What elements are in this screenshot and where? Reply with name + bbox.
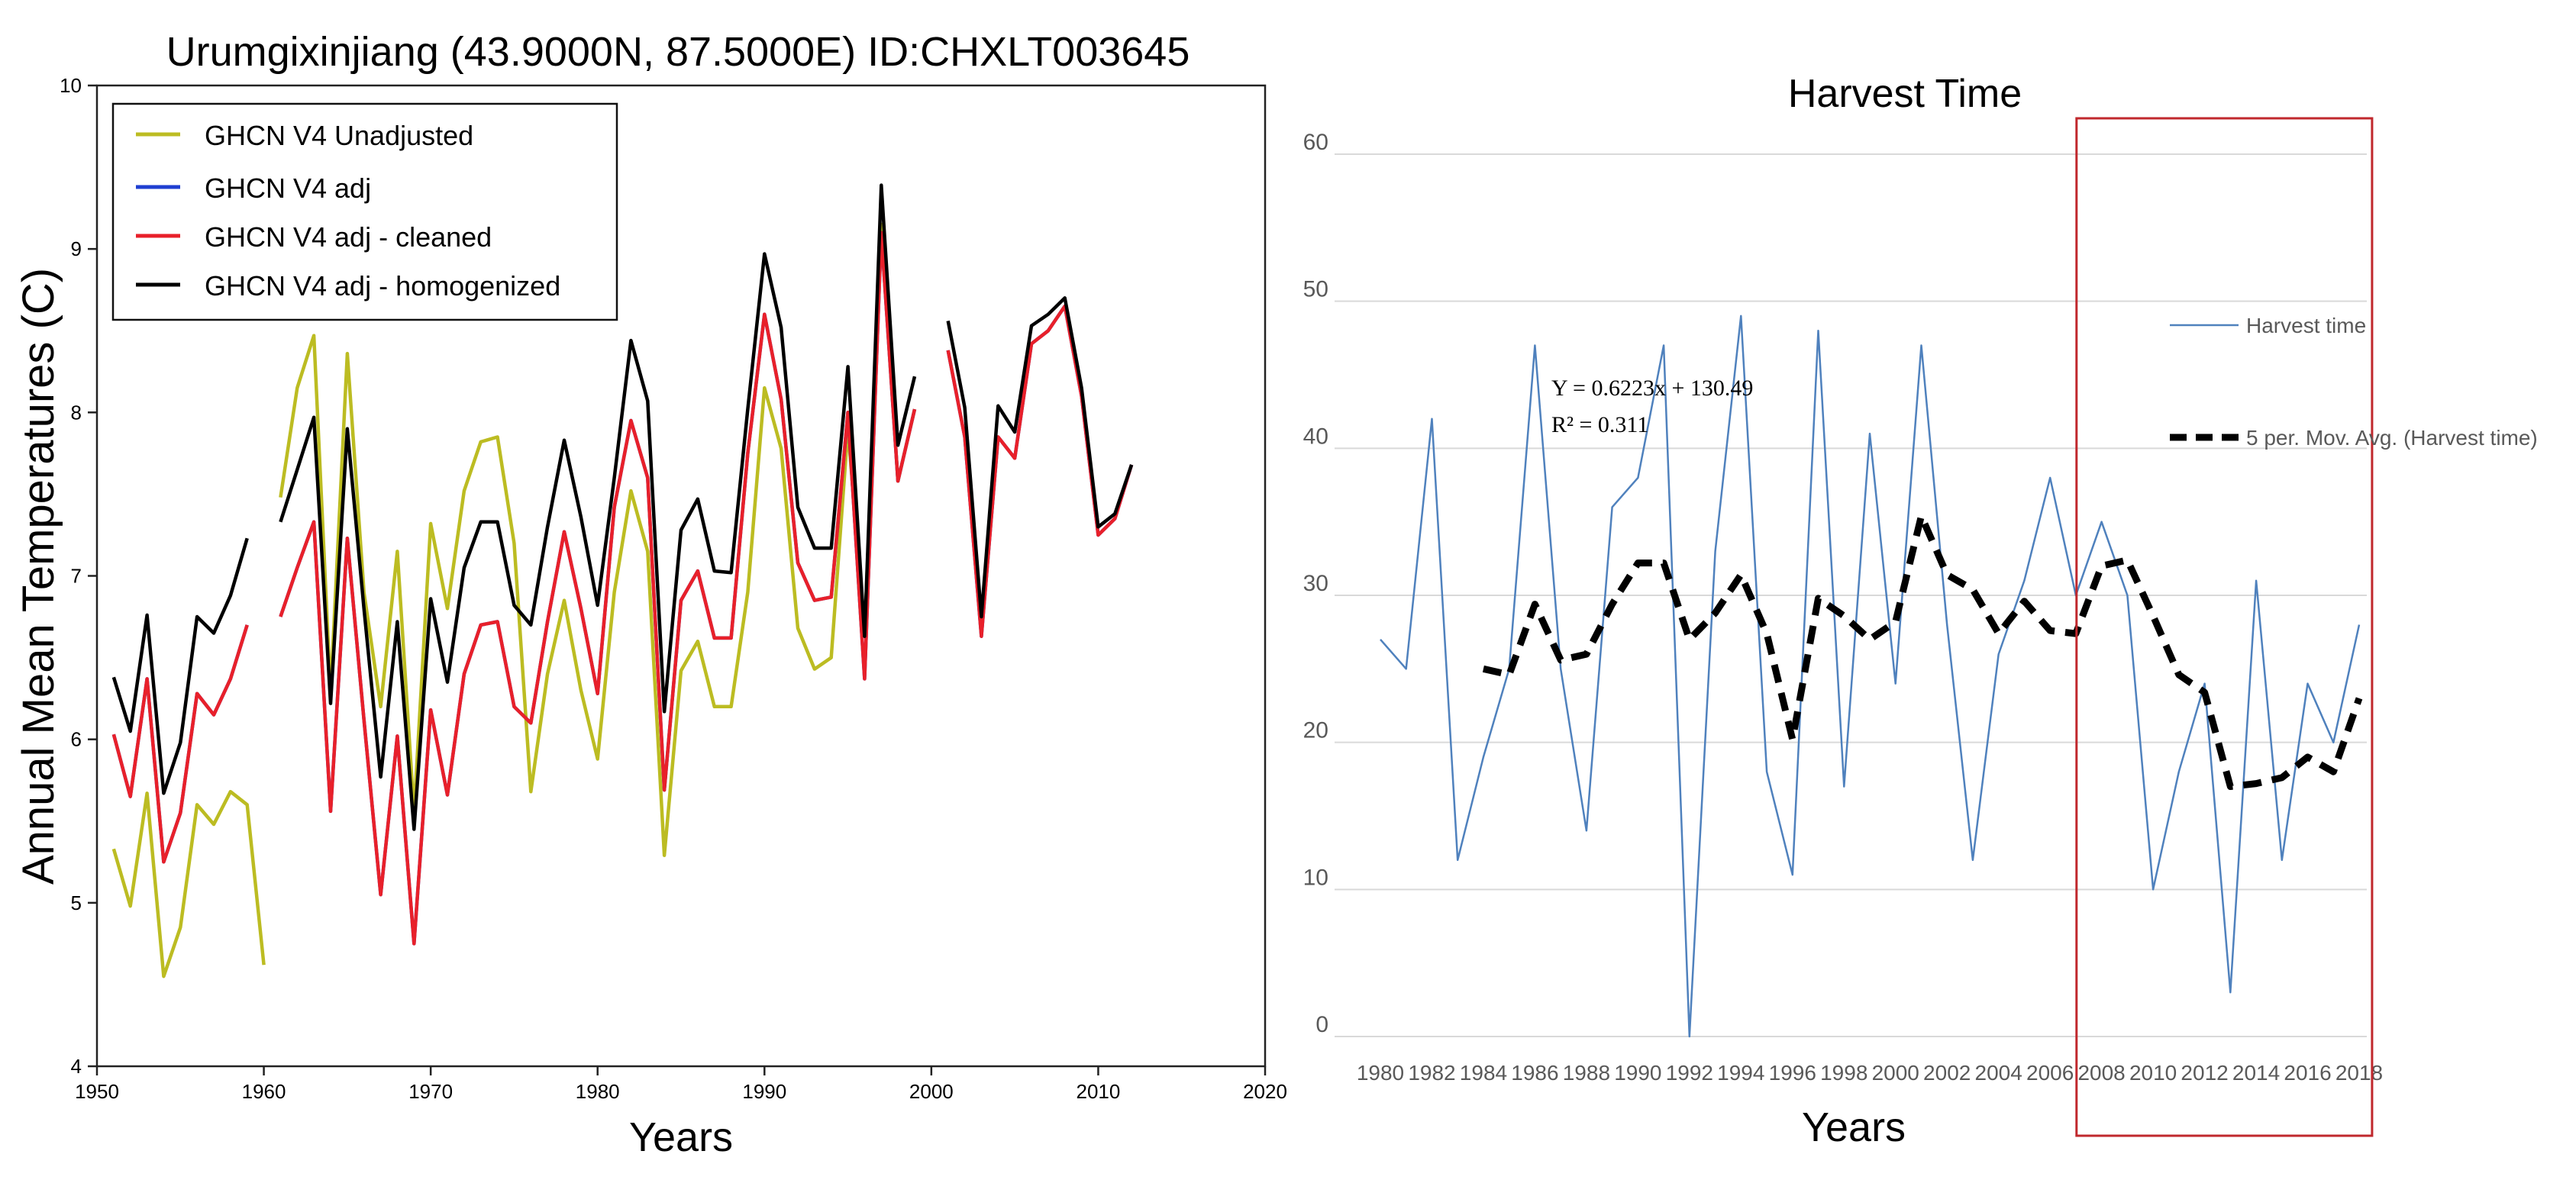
harvest-gridlines	[1335, 153, 2367, 1037]
temperature-y-tick-label: 8	[71, 401, 82, 424]
temperature-x-tick-label: 2010	[1077, 1080, 1121, 1103]
temperature-x-ticks: 1950 1960 1970 1980 1990 2000 2010 2020	[75, 1066, 1287, 1103]
temperature-series-line-0	[279, 222, 917, 857]
temperature-series-line-2	[279, 231, 917, 946]
temperature-y-tick-label: 10	[60, 74, 82, 97]
moving-average-line	[1482, 512, 2363, 790]
temperature-x-axis-label: Years	[629, 1114, 733, 1160]
temperature-y-tick-label: 6	[71, 728, 82, 751]
harvest-legend: Harvest time 5 per. Mov. Avg. (Harvest t…	[2170, 314, 2538, 450]
harvest-x-tick-label: 1992	[1666, 1061, 1713, 1085]
temperature-x-tick-label: 2020	[1243, 1080, 1287, 1103]
harvest-x-tick-label: 1982	[1408, 1061, 1455, 1085]
temperature-series-line-2	[111, 624, 249, 864]
temperature-legend-box	[111, 102, 618, 321]
highlight-box	[2075, 117, 2374, 1137]
harvest-x-tick-label: 2002	[1923, 1061, 1971, 1085]
temperature-x-tick-label: 1950	[75, 1080, 119, 1103]
temperature-y-tick-label: 4	[71, 1055, 82, 1078]
legend-label-cleaned: GHCN V4 adj - cleaned	[205, 221, 492, 253]
temperature-series-line-0	[111, 789, 266, 978]
harvest-x-tick-label: 1990	[1614, 1061, 1661, 1085]
temperature-chart-title: Urumgixinjiang (43.9000N, 87.5000E) ID:C…	[166, 29, 1190, 75]
temperature-y-axis-label: Annual Mean Temperatures (C)	[14, 268, 63, 885]
temperature-series-lines	[111, 183, 1134, 978]
harvest-x-tick-label: 2018	[2336, 1061, 2383, 1085]
harvest-x-tick-label: 1996	[1769, 1061, 1816, 1085]
harvest-x-tick-label: 2010	[2129, 1061, 2177, 1085]
harvest-x-tick-label: 2014	[2232, 1061, 2280, 1085]
legend-label-moving-average: 5 per. Mov. Avg. (Harvest time)	[2246, 426, 2538, 450]
temperature-x-tick-label: 1960	[242, 1080, 286, 1103]
legend-label-homogenized: GHCN V4 adj - homogenized	[205, 270, 560, 301]
harvest-time-line	[1380, 314, 2361, 1038]
harvest-y-tick-label: 20	[1303, 718, 1328, 743]
legend-label-adj: GHCN V4 adj	[205, 172, 371, 204]
harvest-y-tick-label: 40	[1303, 424, 1328, 449]
trendline-r-squared: R² = 0.311	[1551, 412, 1648, 437]
harvest-y-ticks: 0 10 20 30 40 50 60	[1303, 130, 1328, 1037]
legend-label-unadjusted: GHCN V4 Unadjusted	[205, 120, 473, 151]
temperature-x-tick-label: 1980	[576, 1080, 620, 1103]
temperature-y-tick-label: 7	[71, 565, 82, 588]
harvest-x-axis-label: Years	[1802, 1104, 1906, 1150]
harvest-x-tick-label: 1994	[1717, 1061, 1764, 1085]
harvest-x-tick-label: 2004	[1975, 1061, 2022, 1085]
harvest-x-tick-label: 2016	[2284, 1061, 2331, 1085]
harvest-x-tick-label: 2012	[2181, 1061, 2228, 1085]
harvest-x-tick-label: 2000	[1872, 1061, 1919, 1085]
temperature-y-tick-label: 5	[71, 891, 82, 914]
harvest-chart-title: Harvest Time	[1788, 72, 2022, 116]
harvest-x-tick-label: 2008	[2077, 1061, 2125, 1085]
harvest-y-tick-label: 10	[1303, 865, 1328, 890]
trendline-equation: Y = 0.6223x + 130.49	[1551, 376, 1753, 401]
harvest-x-tick-label: 1980	[1357, 1061, 1404, 1085]
harvest-x-ticks: 1980 1982 1984 1986 1988 1990 1992 1994 1996 1998…	[1357, 1061, 2383, 1085]
temperature-series-line-2	[946, 304, 1134, 638]
temperature-y-ticks: 4 5 6 7 8 9 10	[60, 74, 97, 1078]
temperature-y-tick-label: 9	[71, 237, 82, 260]
temperature-series-line-3	[946, 296, 1134, 619]
legend-label-harvest-time: Harvest time	[2246, 314, 2366, 337]
harvest-x-tick-label: 2006	[2026, 1061, 2074, 1085]
harvest-y-tick-label: 0	[1315, 1012, 1328, 1037]
temperature-x-tick-label: 1970	[408, 1080, 453, 1103]
temperature-series-line-3	[279, 183, 917, 831]
harvest-x-tick-label: 1988	[1563, 1061, 1610, 1085]
harvest-y-tick-label: 30	[1303, 571, 1328, 596]
harvest-x-tick-label: 1998	[1820, 1061, 1867, 1085]
harvest-y-tick-label: 60	[1303, 130, 1328, 155]
temperature-chart: Urumgixinjiang (43.9000N, 87.5000E) ID:C…	[14, 29, 1287, 1160]
temperature-legend: GHCN V4 Unadjusted GHCN V4 adj GHCN V4 a…	[111, 102, 618, 321]
temperature-x-tick-label: 1990	[742, 1080, 786, 1103]
temperature-x-tick-label: 2000	[909, 1080, 954, 1103]
harvest-series-lines	[1380, 314, 2363, 1038]
temperature-series-line-3	[111, 537, 249, 795]
harvest-y-tick-label: 50	[1303, 277, 1328, 302]
harvest-x-tick-label: 1984	[1460, 1061, 1507, 1085]
harvest-x-tick-label: 1986	[1511, 1061, 1558, 1085]
